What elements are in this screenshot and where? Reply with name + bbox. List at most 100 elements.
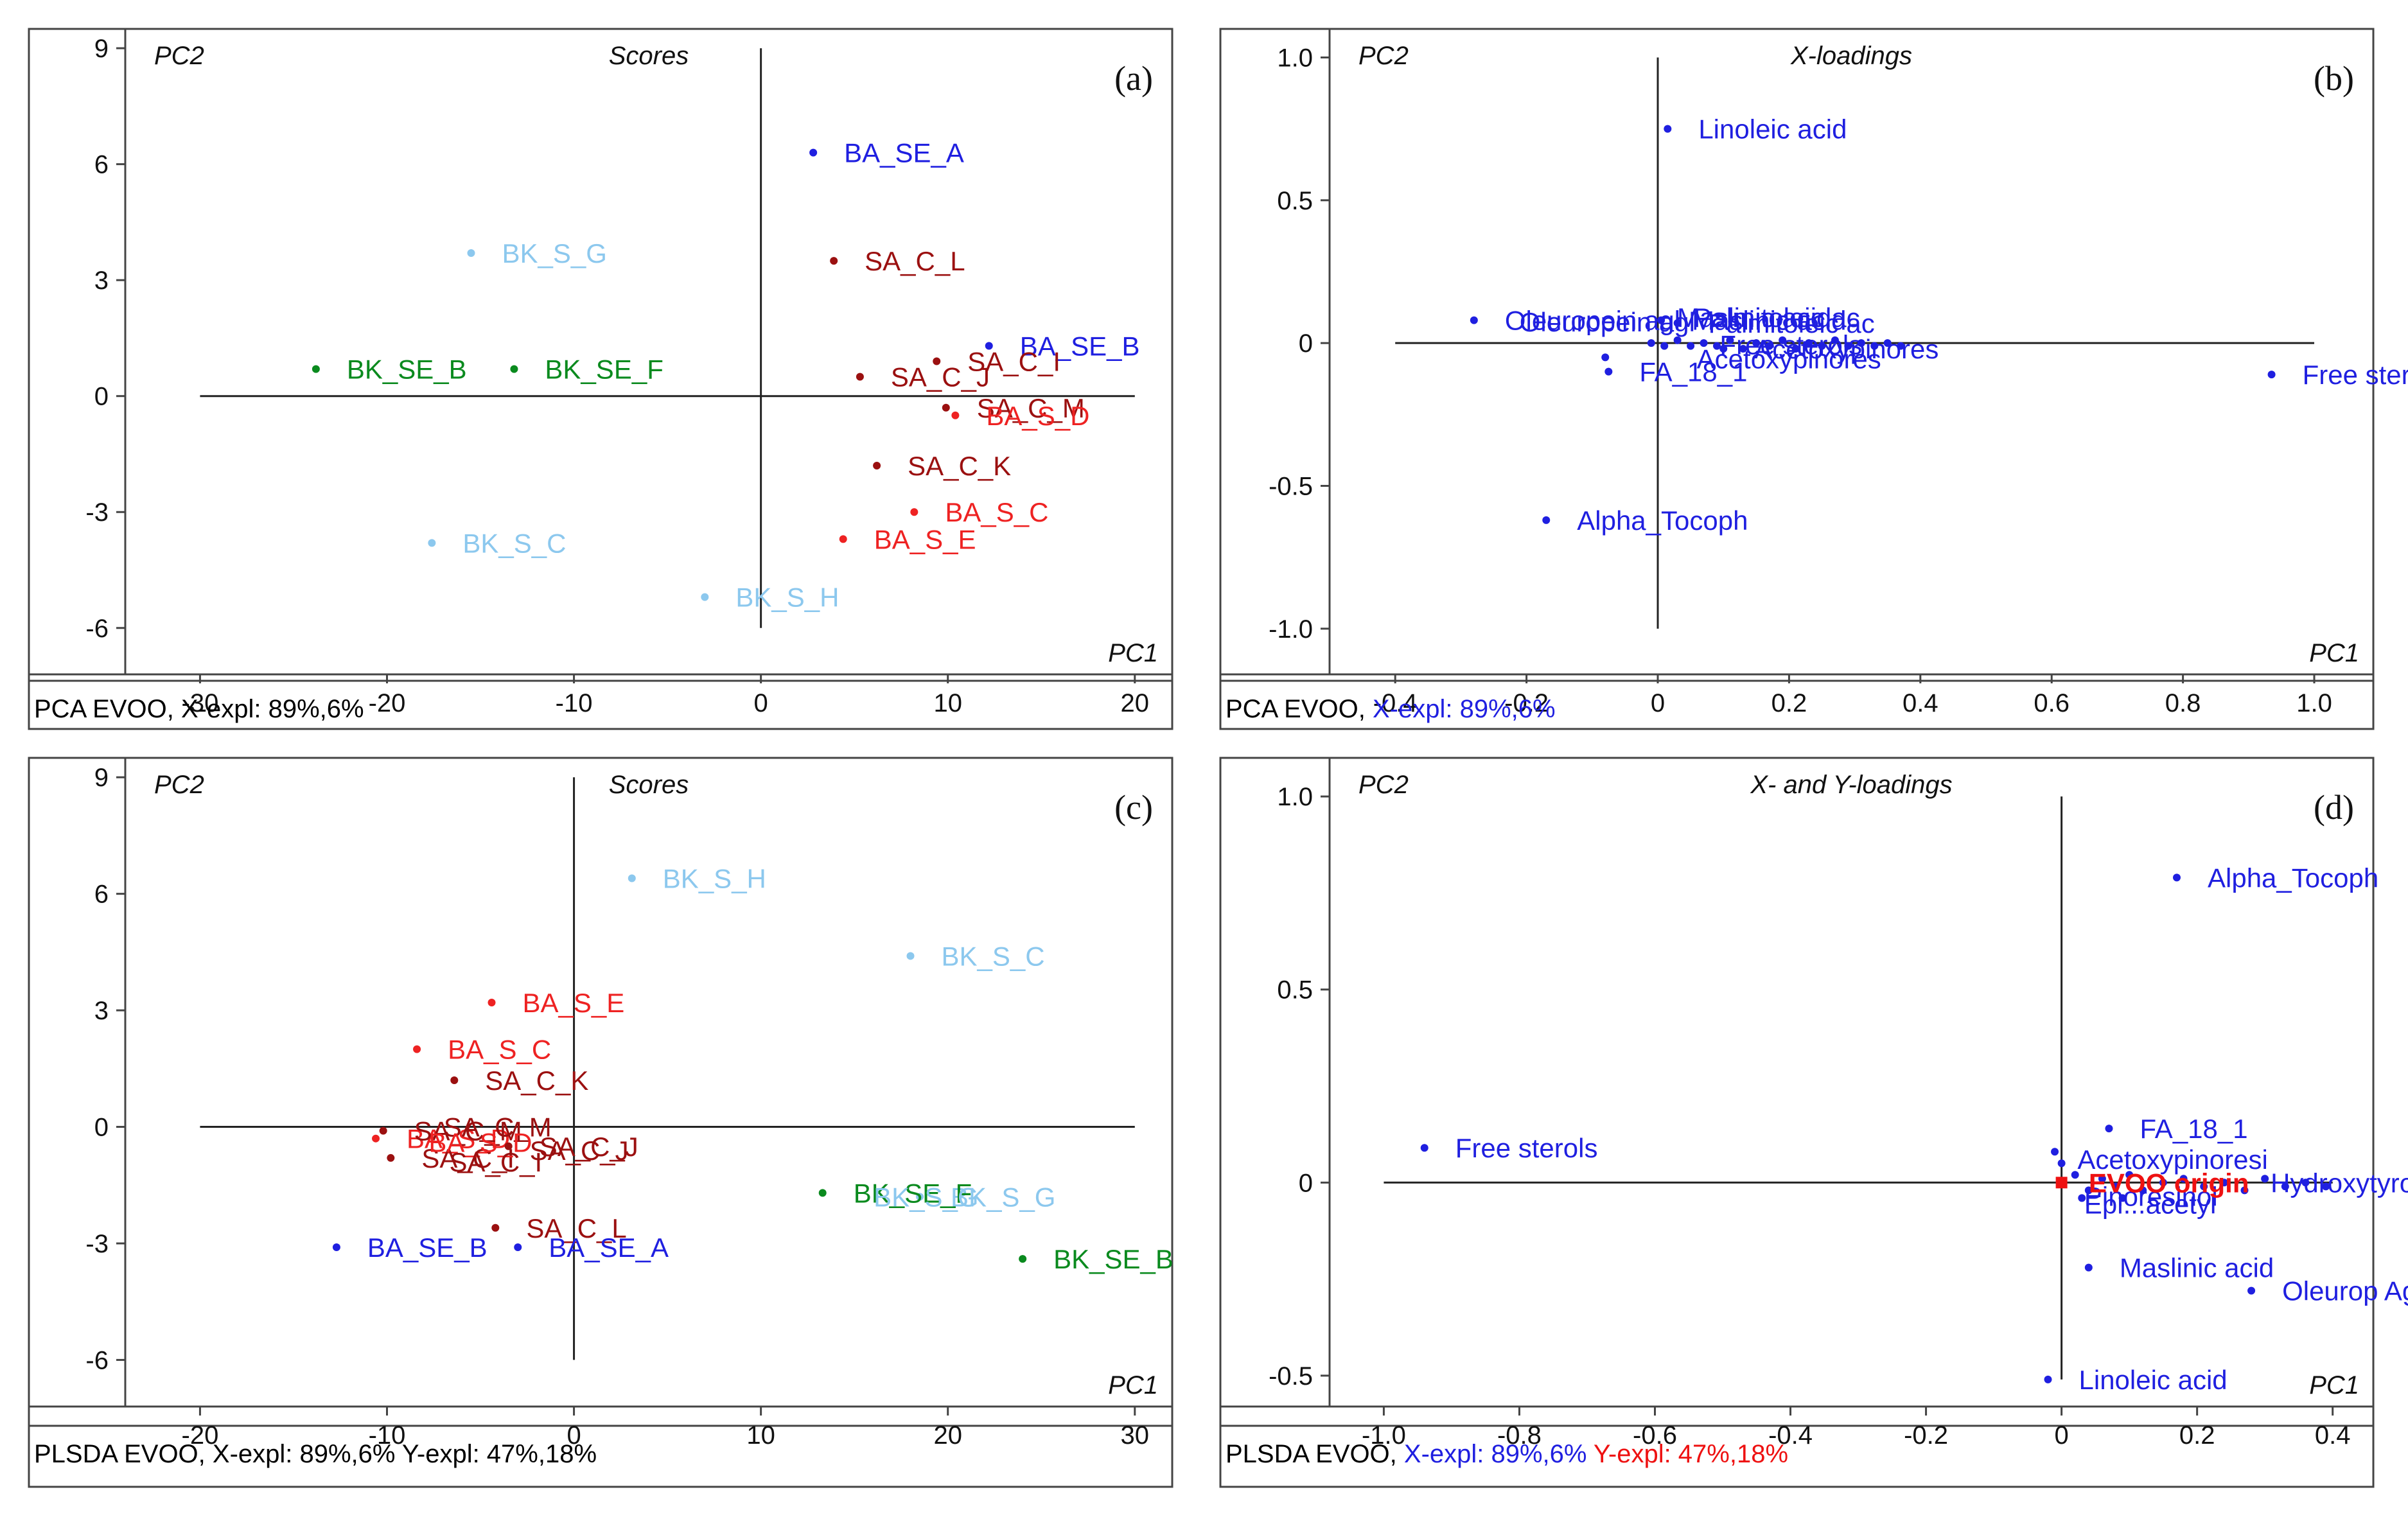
y-point-evoo [2055, 1177, 2068, 1189]
point-bk-s-g [467, 249, 475, 258]
label-alpha-tocoph: Alpha_Tocoph [1577, 505, 1748, 536]
overlay-label-pinoresinol: Pinoresinol [2084, 1181, 2218, 1211]
point-unlabeled [2125, 1171, 2134, 1179]
panel-d: -0.5 0 0.5 1.0 -1.0 -0.8 -0.6 -0.4 -0.2 0 0.2 0.4 PC… [1219, 757, 2408, 1488]
label-ba-se-b: BA_SE_B [1020, 331, 1140, 361]
point-unlabeled [1647, 339, 1655, 347]
point-unlabeled [2098, 1175, 2106, 1183]
point-unlabeled [2179, 1175, 2188, 1183]
data-points: Alpha_Tocoph Free sterols FA_18_1 Maslinic … [1420, 863, 2408, 1395]
label-sa-c-j: SA_C_J [891, 362, 990, 392]
overlay-label-epi-acetyl: Epi...acetyl [2084, 1189, 2216, 1219]
label-fa-18-1: FA_18_1 [2140, 1114, 2247, 1144]
y-tick-label: -3 [85, 498, 109, 527]
overlay-label-acetoxypinores: Acetoxypinores [1697, 344, 1881, 374]
point-oleuropein-agl [1470, 316, 1478, 324]
point-unlabeled [2084, 1186, 2093, 1195]
label-linoleic-acid: Linoleic acid [2079, 1365, 2228, 1395]
label-fa-18-1: FA_18_1 [1639, 357, 1747, 387]
label-bk-se-f: BK_SE_F [545, 355, 663, 385]
x-tick-label: 0.2 [2179, 1421, 2215, 1450]
label-bk-s-h: BK_S_H [735, 583, 839, 613]
point-sa-c-m [942, 403, 950, 412]
label-ba-s-c: BA_S_C [448, 1035, 551, 1065]
point-fa-18-1 [2105, 1125, 2113, 1133]
label-bk-se-b: BK_SE_B [347, 355, 467, 385]
point-unlabeled [1791, 345, 1800, 353]
point-unlabeled [2051, 1148, 2059, 1156]
point-bk-se-f [818, 1189, 827, 1197]
y-tick-label: -3 [85, 1230, 109, 1258]
overlay-label-sa-c-m: SA_C_M [444, 1112, 552, 1143]
y-tick-label: 6 [94, 151, 109, 179]
label-oleurop-agly-3: Oleurop Agly 3 [2282, 1276, 2408, 1306]
point-bk-s-h [628, 874, 636, 882]
point-unlabeled [2078, 1194, 2086, 1202]
label-ba-s-d: BA_S_D [986, 401, 1089, 431]
overlay-label-bk-s-g: BK_S_G [874, 1182, 978, 1212]
panel-frame [28, 757, 1173, 1488]
point-ba-s-d [951, 411, 960, 419]
overlay-label-maslinic-acid: Maslinic acid [1677, 303, 1831, 333]
y-tick-label: 9 [94, 35, 109, 63]
point-sa-c-k [873, 462, 881, 470]
point-free-sterols [1420, 1144, 1428, 1152]
footer-caption: PLSDA EVOO, X-expl: 89%,6% Y-expl: 47%,1… [34, 1440, 597, 1468]
point-unlabeled [2322, 1182, 2330, 1191]
y-axis-name: PC2 [154, 42, 204, 70]
panel-letter: (d) [2314, 788, 2354, 827]
x-tick-label: -0.6 [1633, 1421, 1677, 1450]
panel-title: X- and Y-loadings [1750, 771, 1952, 799]
x-axis-name: PC1 [1108, 1371, 1158, 1399]
point-fa-18-1 [1604, 367, 1613, 376]
overlay-label-sa-c-j: SA_C_J [530, 1136, 629, 1166]
point-unlabeled [1831, 336, 1839, 344]
point-unlabeled [2261, 1175, 2269, 1183]
point-unlabeled [2057, 1159, 2066, 1168]
point-unlabeled [1660, 342, 1669, 350]
point-ba-s-c [413, 1045, 421, 1053]
label-sa-c-m: SA_C_M [414, 1116, 522, 1146]
footer-segment: PLSDA EVOO, X-expl: 89%,6% Y-expl: 47%,1… [34, 1440, 597, 1468]
footer-caption: PCA EVOO, X-expl: 89%,6% [34, 695, 364, 723]
x-tick-label: 0.4 [1903, 689, 1938, 717]
point-unlabeled [1739, 345, 1747, 353]
point-unlabeled [2220, 1179, 2228, 1187]
x-tick-label: -30 [182, 689, 219, 717]
y-label-evoo-origin: EVOO origin [2089, 1168, 2249, 1198]
point-bk-s-c [906, 952, 915, 960]
point-oleurop-agly-3 [2247, 1286, 2256, 1295]
label-sa-c-k: SA_C_K [485, 1065, 588, 1096]
data-points: BK_S_HBK_S_CBK_S_GBA_S_EBA_S_CBA_S_DSA_C… [332, 863, 1173, 1274]
point-unlabeled [1765, 342, 1773, 350]
panel-title: Scores [609, 771, 689, 799]
point-unlabeled [2071, 1171, 2079, 1179]
label-sa-c-i: SA_C_I [967, 347, 1060, 377]
y-axis-name: PC2 [1358, 771, 1409, 799]
label-maslinic-acid: Maslinic acid [2120, 1253, 2274, 1283]
point-unlabeled [1897, 342, 1905, 350]
point-ba-s-e [488, 999, 496, 1007]
point-unlabeled [2112, 1182, 2120, 1191]
label-sa-c-j: SA_C_J [540, 1132, 638, 1162]
point-bk-se-f [510, 365, 518, 373]
label-alpha-tocoph: Alpha_Tocoph [2208, 863, 2378, 893]
label-bk-se-b: BK_SE_B [1053, 1244, 1173, 1274]
point-ba-s-d [372, 1134, 380, 1143]
label-linoleic-acid: Linoleic acid [1698, 114, 1847, 145]
x-tick-label: -20 [182, 1421, 219, 1450]
label-ba-s-d: BA_S_D [407, 1124, 510, 1154]
x-tick-label: 20 [1121, 689, 1150, 717]
y-axis-name: PC2 [154, 771, 204, 799]
panel-frame [28, 28, 1173, 730]
panel-frame [1219, 28, 2375, 730]
point-sa-c-m [379, 1127, 387, 1135]
x-tick-label: 0.8 [2165, 689, 2201, 717]
x-axis-name: PC1 [1108, 639, 1158, 667]
label-sa-c-i: SA_C_I [421, 1143, 514, 1173]
x-tick-label: -0.4 [1373, 689, 1418, 717]
label-oleuropein-agl: Oleuropein agl [1505, 306, 1680, 336]
footer-segment: PCA EVOO, X-expl: 89%,6% [34, 695, 364, 723]
y-tick-label: 1.0 [1277, 44, 1313, 72]
